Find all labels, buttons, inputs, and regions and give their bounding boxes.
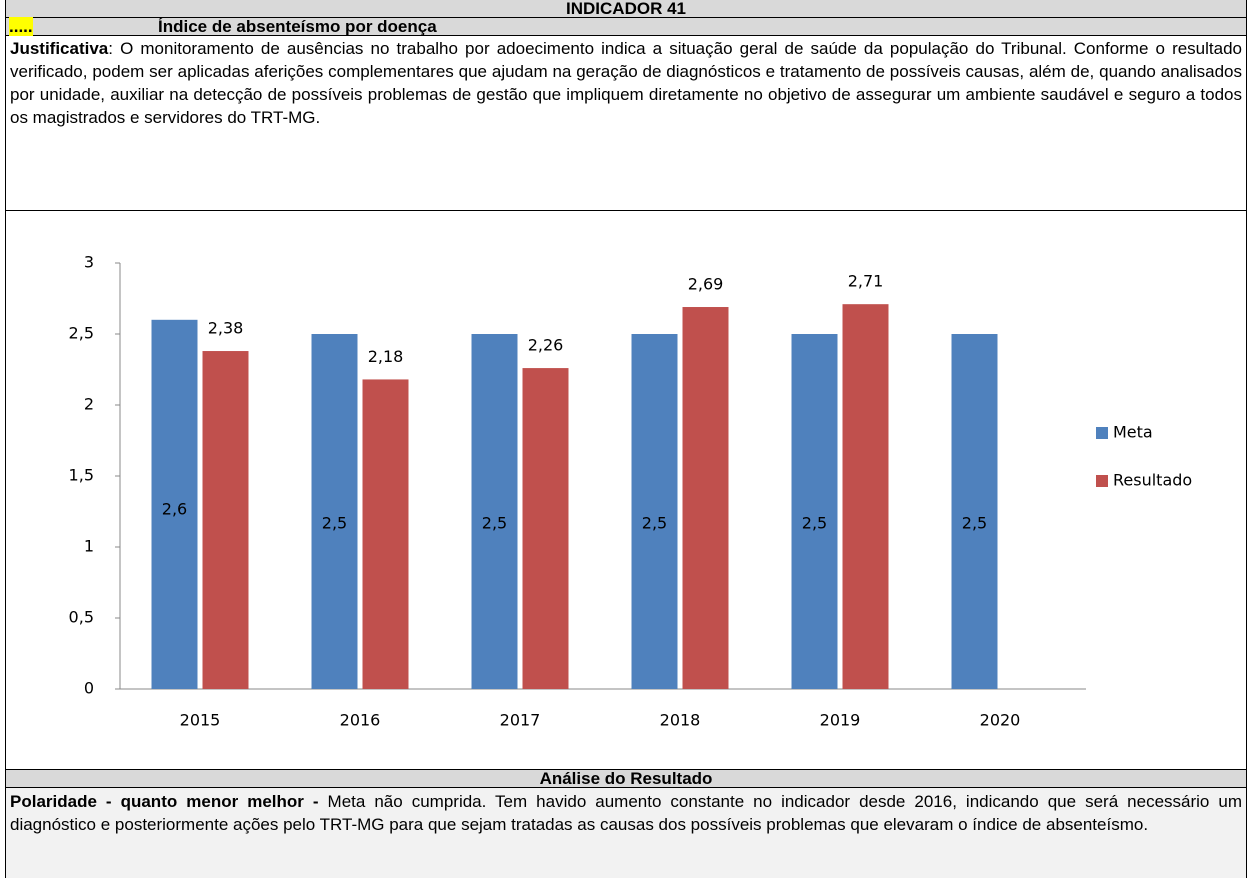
- legend-swatch: [1096, 427, 1108, 439]
- document: INDICADOR 41 ..... Índice de absenteísmo …: [5, 0, 1247, 878]
- y-tick-label: 2: [84, 395, 94, 414]
- justification: Justificativa: O monitoramento de ausênc…: [6, 36, 1246, 211]
- bar: [631, 334, 678, 689]
- chart-row: 0 0,5 1 1,5 2 2,5 3 2015 2,6 2,38 2016 2,5 2,18 2017 2…: [6, 211, 1246, 770]
- y-tick-label: 0: [84, 679, 94, 698]
- analysis: Polaridade - quanto menor melhor - Meta …: [6, 788, 1246, 878]
- title: INDICADOR 41: [566, 0, 686, 18]
- bar: [842, 304, 889, 689]
- title-row: INDICADOR 41: [6, 0, 1246, 18]
- justification-label: Justificativa: [10, 39, 109, 58]
- legend-label: Meta: [1113, 423, 1153, 442]
- data-label: 2,6: [162, 499, 187, 518]
- data-label: 2,5: [642, 514, 667, 533]
- legend-label: Resultado: [1113, 471, 1192, 490]
- bar: [522, 368, 569, 689]
- bar: [202, 351, 249, 689]
- data-label: 2,18: [368, 347, 404, 366]
- page: INDICADOR 41 ..... Índice de absenteísmo …: [5, 0, 1247, 878]
- analysis-title: Análise do Resultado: [539, 769, 713, 788]
- justification-text: : O monitoramento de ausências no trabal…: [10, 39, 1242, 127]
- x-tick-label: 2017: [500, 711, 541, 730]
- y-tick-label: 0,5: [69, 608, 94, 627]
- analysis-title-row: Análise do Resultado: [6, 770, 1246, 788]
- data-label: 2,5: [962, 514, 987, 533]
- x-tick-label: 2019: [820, 711, 861, 730]
- y-tick-label: 3: [84, 253, 94, 272]
- data-label: 2,5: [802, 514, 827, 533]
- y-tick-label: 1,5: [69, 466, 94, 485]
- subtitle: Índice de absenteísmo por doença: [158, 17, 437, 36]
- x-tick-label: 2016: [340, 711, 381, 730]
- y-tick-label: 1: [84, 537, 94, 556]
- data-label: 2,5: [322, 514, 347, 533]
- marker: .....: [9, 17, 33, 36]
- chart: 0 0,5 1 1,5 2 2,5 3 2015 2,6 2,38 2016 2,5 2,18 2017 2…: [69, 253, 1193, 730]
- data-label: 2,69: [688, 275, 724, 294]
- bar: [791, 334, 838, 689]
- y-tick-label: 2,5: [69, 324, 94, 343]
- data-label: 2,26: [528, 336, 564, 355]
- data-label: 2,5: [482, 514, 507, 533]
- subtitle-row: ..... Índice de absenteísmo por doença: [6, 17, 1246, 36]
- data-label: 2,38: [208, 319, 244, 338]
- bar: [682, 307, 729, 689]
- x-tick-label: 2020: [980, 711, 1021, 730]
- x-tick-label: 2015: [180, 711, 221, 730]
- legend-swatch: [1096, 475, 1108, 487]
- bar: [311, 334, 358, 689]
- bar: [151, 319, 198, 689]
- bar: [362, 379, 409, 689]
- x-tick-label: 2018: [660, 711, 701, 730]
- data-label: 2,71: [848, 272, 884, 291]
- bar: [951, 334, 998, 689]
- analysis-label: Polaridade - quanto menor melhor -: [10, 792, 319, 811]
- analysis-text: Meta não cumprida. Tem havido aumento co…: [10, 792, 1242, 834]
- bar: [471, 334, 518, 689]
